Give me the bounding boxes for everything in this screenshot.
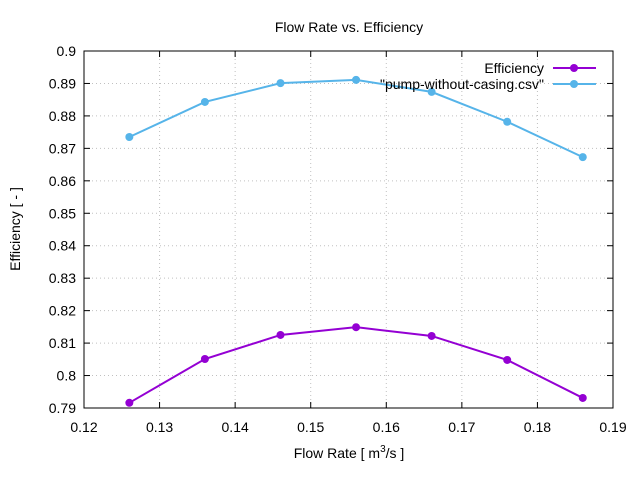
x-axis-label-prefix: Flow Rate [ m xyxy=(294,445,380,461)
y-tick-label: 0.87 xyxy=(49,140,76,156)
data-point xyxy=(125,398,134,407)
data-point xyxy=(352,323,361,332)
x-tick-label: 0.15 xyxy=(297,419,324,435)
data-point xyxy=(352,75,361,84)
x-tick-label: 0.16 xyxy=(373,419,400,435)
legend-label-efficiency: Efficiency xyxy=(484,60,544,76)
y-tick-label: 0.82 xyxy=(49,303,76,319)
legend-entry-pump-csv: "pump-without-casing.csv" xyxy=(380,76,596,92)
y-tick-label: 0.88 xyxy=(49,108,76,124)
data-point xyxy=(200,354,209,363)
y-tick-label: 0.85 xyxy=(49,205,76,221)
data-point xyxy=(427,87,436,96)
ticks xyxy=(83,50,614,409)
series-line xyxy=(128,326,584,404)
x-tick-label: 0.19 xyxy=(599,419,626,435)
y-tick-label: 0.8 xyxy=(57,368,77,384)
legend-marker-efficiency xyxy=(570,64,578,72)
data-point xyxy=(125,133,134,142)
data-point xyxy=(427,331,436,340)
series-layer xyxy=(125,75,587,407)
y-tick-label: 0.86 xyxy=(49,173,76,189)
x-tick-label: 0.18 xyxy=(524,419,551,435)
series-0 xyxy=(125,323,587,407)
y-tick-label: 0.79 xyxy=(49,400,76,416)
data-point xyxy=(578,153,587,162)
chart-title: Flow Rate vs. Efficiency xyxy=(275,19,423,35)
plot-frame xyxy=(83,50,614,409)
data-point xyxy=(503,117,512,126)
grid xyxy=(84,51,613,408)
y-tick-label: 0.81 xyxy=(49,335,76,351)
y-tick-label: 0.9 xyxy=(57,43,77,59)
data-point xyxy=(276,79,285,88)
x-axis-label-suffix: /s ] xyxy=(386,445,405,461)
x-tick-label: 0.12 xyxy=(70,419,97,435)
legend-label-pump-csv: "pump-without-casing.csv" xyxy=(380,76,544,92)
data-point xyxy=(200,97,209,106)
x-axis-label: Flow Rate [ m3/s ] xyxy=(294,444,405,461)
x-tick-labels: 0.12 0.13 0.14 0.15 0.16 0.17 0.18 0.19 xyxy=(70,419,626,435)
legend-entry-efficiency: Efficiency xyxy=(484,60,596,76)
legend-marker-pump-csv xyxy=(570,80,578,88)
y-axis-label: Efficiency [ - ] xyxy=(7,187,23,271)
y-tick-labels: 0.79 0.8 0.81 0.82 0.83 0.84 0.85 0.86 0.87 0.88 0… xyxy=(49,43,76,416)
y-tick-label: 0.83 xyxy=(49,270,76,286)
x-axis-label-sup: 3 xyxy=(380,444,386,455)
y-tick-label: 0.89 xyxy=(49,75,76,91)
data-point xyxy=(503,355,512,364)
series-1 xyxy=(125,75,587,162)
x-tick-label: 0.17 xyxy=(448,419,475,435)
x-tick-label: 0.13 xyxy=(146,419,173,435)
data-point xyxy=(276,330,285,339)
x-tick-label: 0.14 xyxy=(222,419,249,435)
data-point xyxy=(578,393,587,402)
y-tick-label: 0.84 xyxy=(49,238,76,254)
legend: Efficiency "pump-without-casing.csv" xyxy=(380,60,596,92)
